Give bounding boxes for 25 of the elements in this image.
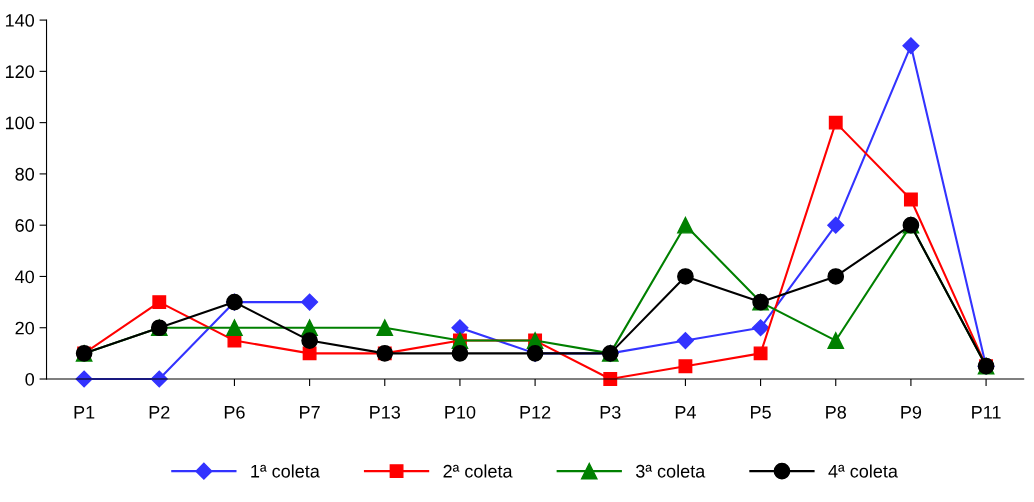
- y-tick-label: 20: [15, 321, 35, 335]
- x-tick-label: P2: [149, 405, 170, 419]
- x-tick-label: P5: [751, 406, 771, 419]
- x-tick-label: P1: [74, 406, 95, 419]
- x-tick-label: P12: [520, 405, 551, 419]
- x-tick-label: P4: [675, 406, 696, 419]
- y-tick-label: 80: [15, 167, 35, 181]
- x-tick-label: P3: [600, 405, 621, 419]
- x-tick-label: P10: [445, 405, 476, 419]
- legend-label: 1ª coleta: [251, 464, 320, 478]
- x-tick-label: P11: [972, 406, 1001, 419]
- legend-label: 2ª coleta: [443, 464, 513, 478]
- legend-label: 4ª coleta: [828, 464, 898, 478]
- x-tick-label: P13: [370, 405, 401, 419]
- x-tick-label: P6: [224, 405, 245, 419]
- x-tick-label: P9: [901, 405, 922, 419]
- y-tick-label: 140: [5, 14, 35, 27]
- y-tick-label: 100: [5, 116, 35, 130]
- x-tick-label: P7: [300, 406, 320, 419]
- y-tick-label: 40: [15, 270, 35, 284]
- y-tick-label: 120: [5, 65, 35, 79]
- y-tick-label: 60: [15, 219, 35, 232]
- y-tick-label: 0: [25, 372, 35, 386]
- legend-label: 3ª coleta: [635, 464, 706, 478]
- x-tick-label: P8: [826, 405, 847, 419]
